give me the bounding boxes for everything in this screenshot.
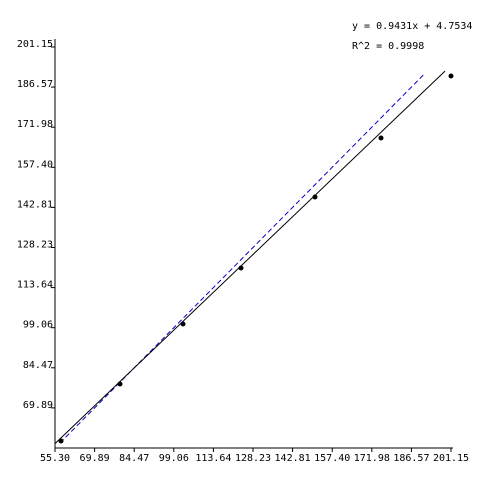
y-tick-label: 142.81 — [17, 199, 53, 210]
y-tick-label: 201.15 — [17, 39, 53, 50]
point — [117, 381, 123, 387]
x-tick-label: 186.57 — [393, 453, 429, 464]
y-tick-label: 99.06 — [23, 320, 53, 331]
point — [312, 194, 318, 200]
y-tick-label: 171.98 — [17, 119, 53, 130]
y-tick-label: 128.23 — [17, 239, 53, 250]
fit-line — [54, 70, 446, 444]
y-tick-label: 186.57 — [17, 79, 53, 90]
y-tick-label: 157.40 — [17, 159, 53, 170]
equation: y = 0.9431x + 4.7534 — [352, 21, 472, 32]
y-tick-label: 113.64 — [17, 280, 53, 291]
point — [378, 135, 384, 141]
r-squared: R^2 = 0.9998 — [352, 41, 424, 52]
x-tick-label: 99.06 — [159, 453, 189, 464]
point — [180, 321, 186, 327]
x-tick-label: 157.40 — [314, 453, 350, 464]
point — [448, 73, 454, 79]
point — [58, 438, 64, 444]
x-tick-label: 113.64 — [195, 453, 231, 464]
x-tick-label: 142.81 — [275, 453, 311, 464]
x-tick-label: 69.89 — [80, 453, 110, 464]
x-tick-label: 128.23 — [235, 453, 271, 464]
x-tick-label: 55.30 — [40, 453, 70, 464]
reference-line — [59, 72, 426, 444]
x-tick-label: 201.15 — [433, 453, 469, 464]
x-tick-label: 171.98 — [354, 453, 390, 464]
point — [238, 265, 244, 271]
y-tick-label: 69.89 — [23, 400, 53, 411]
y-tick-label: 84.47 — [23, 360, 53, 371]
x-tick-label: 84.47 — [119, 453, 149, 464]
